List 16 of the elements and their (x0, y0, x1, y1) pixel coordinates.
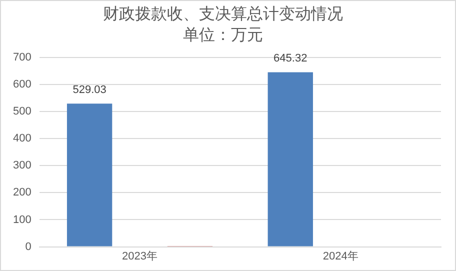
x-tick-label: 2024年 (322, 250, 358, 262)
chart-title: 财政拨款收、支决算总计变动情况 (103, 5, 343, 24)
bar (66, 104, 112, 246)
y-tick-label: 200 (12, 186, 32, 199)
y-tick-label: 600 (12, 78, 32, 90)
chart-subtitle: 单位：万元 (183, 26, 263, 44)
x-tick-label: 2023年 (122, 250, 158, 262)
y-tick-label: 700 (12, 51, 32, 64)
data-label: 529.03 (72, 84, 106, 96)
y-tick-label: 100 (12, 214, 32, 226)
y-tick-label: 0 (25, 240, 32, 253)
y-tick-label: 300 (12, 160, 32, 172)
bar (268, 72, 313, 246)
data-label: 645.32 (274, 52, 308, 65)
y-tick-label: 500 (12, 106, 32, 118)
y-tick-label: 400 (12, 132, 32, 145)
